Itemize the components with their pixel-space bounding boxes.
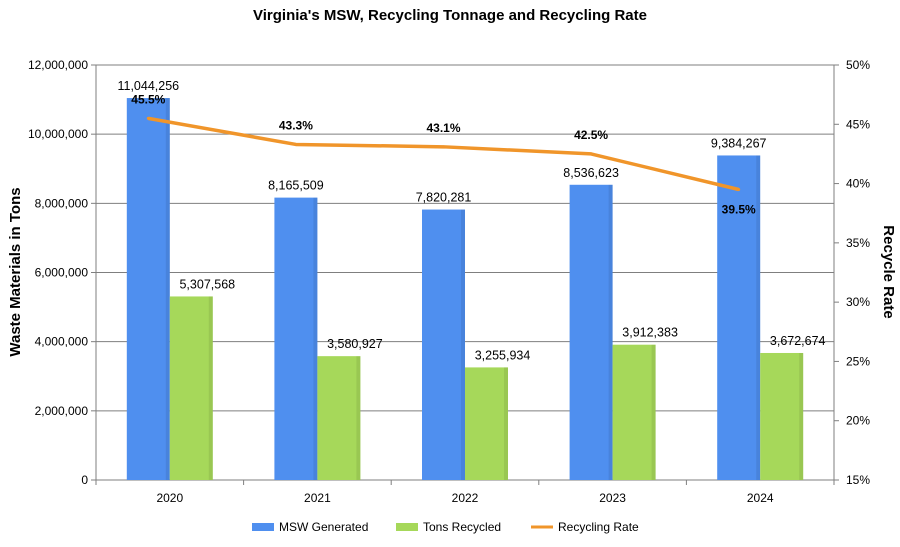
x-tick-label: 2020 (156, 491, 183, 505)
data-label: 3,672,674 (770, 334, 826, 348)
data-label: 8,165,509 (268, 179, 324, 193)
bar-shade (504, 367, 508, 480)
legend: MSW Generated Tons Recycled Recycling Rate (252, 520, 639, 534)
y-tick-label: 4,000,000 (35, 335, 89, 349)
y2-tick-label: 20% (846, 414, 870, 428)
bar-shade (608, 184, 613, 480)
x-tick-label: 2021 (304, 491, 331, 505)
legend-swatch (252, 523, 274, 531)
x-tick-label: 2024 (747, 491, 774, 505)
rate-point (589, 152, 593, 156)
y2-tick-label: 30% (846, 295, 870, 309)
bar-tons-recycled (169, 296, 213, 480)
y-axis-title: Waste Materials in Tons (7, 187, 24, 356)
y-tick-label: 8,000,000 (35, 196, 89, 210)
bar-shade (165, 98, 170, 481)
bar-msw-generated (274, 197, 318, 480)
data-labels: 11,044,256 8,165,509 7,820,281 8,536,623 9,3… (117, 79, 825, 362)
y2-tick-label: 15% (846, 473, 870, 487)
bar-msw-generated (717, 155, 761, 481)
x-tick-label: 2022 (452, 491, 479, 505)
rate-label: 45.5% (131, 92, 165, 106)
bar-tons-recycled (612, 344, 656, 480)
x-tick-label: 2023 (599, 491, 626, 505)
data-label: 8,536,623 (563, 166, 619, 180)
bar-shade (356, 356, 361, 480)
data-label: 3,255,934 (475, 348, 531, 362)
rate-point (146, 116, 150, 120)
y-tick-label: 10,000,000 (28, 127, 88, 141)
bars (126, 98, 804, 481)
y2-tick-label: 25% (846, 354, 870, 368)
rate-point (737, 188, 741, 191)
y-tick-label: 6,000,000 (35, 266, 89, 280)
bar-tons-recycled (760, 352, 804, 480)
bar-shade (313, 197, 318, 480)
y-tick-label: 0 (81, 473, 88, 487)
bar-shade (208, 296, 213, 480)
rate-label: 42.5% (574, 128, 608, 142)
bar-shade (461, 209, 465, 480)
rate-point (442, 145, 445, 149)
legend-label: Recycling Rate (558, 520, 639, 534)
axes: 0 2,000,000 4,000,000 6,000,000 8,000,000 10,… (28, 58, 870, 505)
bar-msw-generated (569, 184, 613, 480)
data-label: 7,820,281 (416, 191, 472, 205)
bar-shade (756, 155, 761, 481)
bar-shade (651, 344, 656, 480)
rate-label: 39.5% (722, 203, 756, 217)
data-label: 9,384,267 (711, 136, 767, 150)
bar-msw-generated (126, 98, 170, 481)
legend-label: MSW Generated (279, 520, 368, 534)
legend-swatch (396, 523, 418, 531)
y2-tick-label: 35% (846, 236, 870, 250)
rate-label: 43.1% (426, 121, 460, 135)
y2-tick-label: 40% (846, 177, 870, 191)
y2-tick-label: 45% (846, 117, 870, 131)
y2-axis-title: Recycle Rate (880, 225, 897, 318)
rate-point (294, 142, 298, 146)
y2-tick-label: 50% (846, 58, 870, 72)
bar-msw-generated (422, 209, 465, 480)
data-label: 3,912,383 (622, 326, 678, 340)
y-tick-label: 2,000,000 (35, 404, 89, 418)
bar-shade (799, 352, 804, 480)
bar-tons-recycled (465, 367, 508, 480)
data-label: 11,044,256 (117, 79, 179, 93)
bar-tons-recycled (317, 356, 361, 480)
data-label: 5,307,568 (179, 277, 235, 291)
legend-label: Tons Recycled (423, 520, 501, 534)
y-tick-label: 12,000,000 (28, 58, 88, 72)
chart-title: Virginia's MSW, Recycling Tonnage and Re… (253, 7, 647, 24)
rate-label: 43.3% (279, 118, 313, 132)
data-label: 3,580,927 (327, 337, 383, 351)
rate-line (146, 116, 741, 192)
